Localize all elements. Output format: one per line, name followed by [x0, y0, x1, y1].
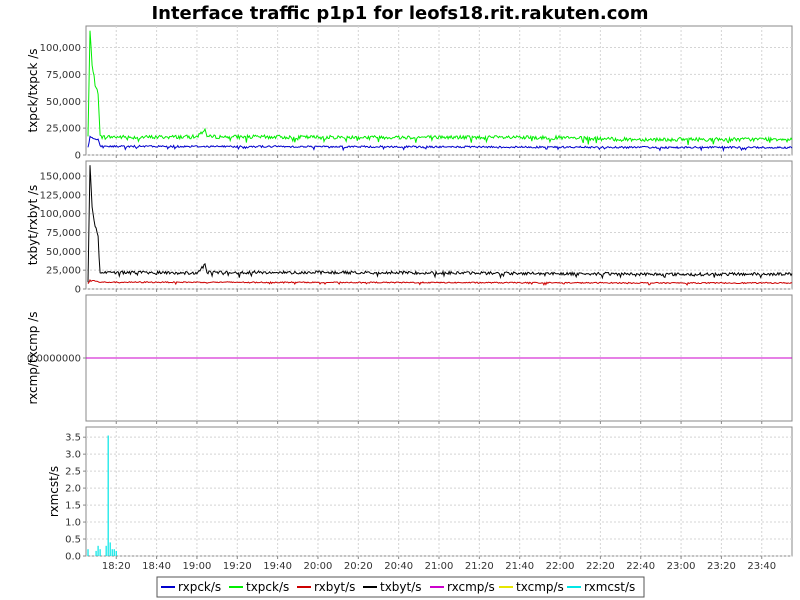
series-line	[87, 30, 793, 145]
y-tick-label: 1.0	[65, 518, 81, 529]
y-tick-label: 50,000	[46, 247, 81, 258]
x-tick-label: 23:00	[667, 561, 696, 572]
y-tick-label: 0.5	[65, 535, 81, 546]
y-tick-label: 50,000	[46, 97, 81, 108]
y-axis-label: rxmcst/s	[47, 466, 61, 517]
legend-label: rxcmp/s	[447, 580, 495, 594]
x-tick-label: 18:20	[102, 561, 131, 572]
legend-label: rxmcst/s	[584, 580, 635, 594]
x-tick-label: 19:20	[223, 561, 252, 572]
y-tick-label: 75,000	[46, 228, 81, 239]
legend-label: txpck/s	[246, 580, 289, 594]
legend-box	[156, 576, 645, 598]
series-line	[87, 165, 793, 283]
legend-label: txcmp/s	[516, 580, 564, 594]
series-line	[87, 135, 793, 153]
x-tick-label: 20:00	[304, 561, 333, 572]
y-tick-label: 0	[75, 285, 81, 296]
y-tick-label: 3.0	[65, 450, 81, 461]
y-axis-label: txbyt/rxbyt /s	[26, 185, 40, 266]
y-tick-label: 100,000	[40, 209, 81, 220]
x-tick-label: 21:40	[505, 561, 534, 572]
y-tick-label: 0.0	[65, 552, 81, 563]
x-tick-label: 23:40	[747, 561, 776, 572]
y-axis-label: rxcmp/txcmp /s	[26, 311, 40, 404]
y-tick-label: 2.0	[65, 484, 81, 495]
y-tick-label: 150,000	[40, 172, 81, 183]
x-tick-label: 19:40	[263, 561, 292, 572]
y-tick-label: 1.5	[65, 501, 81, 512]
series-line	[87, 279, 793, 286]
panel-2: 0 25,000 50,000 75,000 100,000 125,000 150,000…	[26, 160, 793, 296]
y-tick-label: 25,000	[46, 266, 81, 277]
legend-label: rxpck/s	[178, 580, 221, 594]
x-tick-label: 22:00	[546, 561, 575, 572]
x-tick-label: 22:20	[586, 561, 615, 572]
chart-title: Interface traffic p1p1 for leofs18.rit.r…	[151, 3, 648, 24]
x-tick-label: 21:00	[425, 561, 454, 572]
x-tick-label: 22:40	[626, 561, 655, 572]
y-tick-label: 0	[75, 151, 81, 162]
x-tick-label: 20:40	[384, 561, 413, 572]
y-tick-label: 100,000	[40, 43, 81, 54]
y-tick-label: 3.5	[65, 433, 81, 444]
y-tick-label: 75,000	[46, 70, 81, 81]
y-axis-label: txpck/txpck /s	[26, 48, 40, 132]
x-tick-label: 23:20	[707, 561, 736, 572]
legend: rxpck/s txpck/s rxbyt/s txbyt/s rxcmp/s txcmp…	[156, 576, 645, 598]
x-tick-label: 19:00	[183, 561, 212, 572]
y-tick-label: 2.5	[65, 467, 81, 478]
legend-label: txbyt/s	[380, 580, 422, 594]
y-tick-label: 25,000	[46, 124, 81, 135]
x-tick-label: 21:20	[465, 561, 494, 572]
panel-4: 0.0 0.5 1.0 1.5 2.0 2.5 3.0 3.5 rxmcst/s 18:20 18:…	[47, 426, 793, 572]
x-tick-label: 18:40	[142, 561, 171, 572]
x-tick-label: 20:20	[344, 561, 373, 572]
y-tick-label: 125,000	[40, 190, 81, 201]
legend-label: rxbyt/s	[314, 580, 355, 594]
y-tick-label: 0.0000000	[27, 354, 81, 365]
